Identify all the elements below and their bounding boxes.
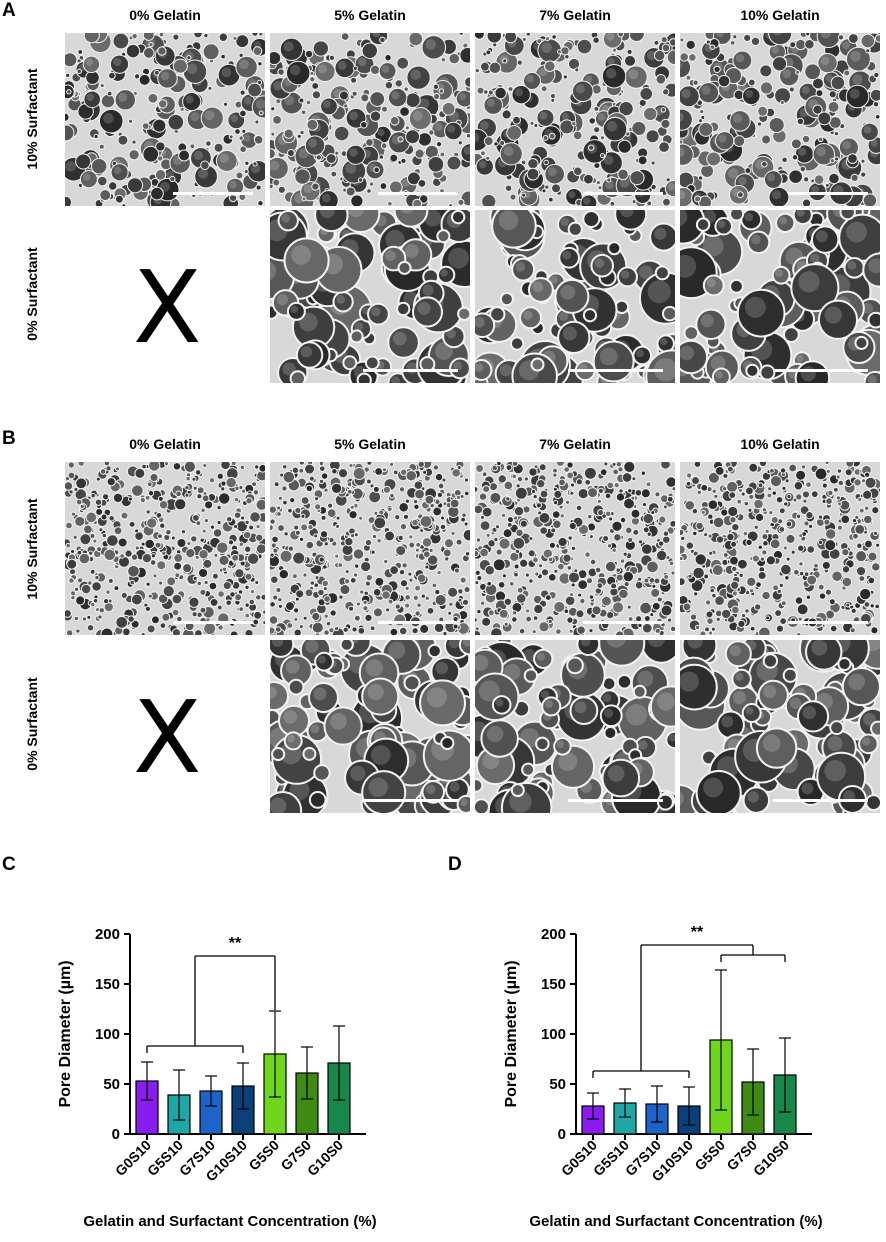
y-tick-label: 0 xyxy=(558,1126,566,1143)
x-axis-label: Gelatin and Surfactant Concentration (%) xyxy=(529,1213,822,1230)
column-header-10-gelatin: 10% Gelatin xyxy=(740,7,820,23)
sem-image-a-g10-s10 xyxy=(680,33,880,206)
column-header-7-gelatin: 7% Gelatin xyxy=(539,7,611,23)
column-header-10-gelatin-b: 10% Gelatin xyxy=(740,436,820,452)
chart-c: 0 50 100 150 200 Pore Diameter (µm) G0S10 G5S10… xyxy=(0,860,440,1237)
sem-image-b-g0-s10 xyxy=(65,462,265,635)
column-header-5-gelatin: 5% Gelatin xyxy=(334,7,406,23)
sem-image-a-g5-s10 xyxy=(270,33,470,206)
column-header-5-gelatin-b: 5% Gelatin xyxy=(334,436,406,452)
x-tick-label: G10S0 xyxy=(750,1137,792,1179)
sem-image-b-g7-s10 xyxy=(475,462,675,635)
y-axis-label: Pore Diameter (µm) xyxy=(503,960,520,1107)
x-tick-label: G10S0 xyxy=(304,1137,346,1179)
y-tick-label: 50 xyxy=(103,1076,120,1093)
row-header-10-surfactant: 10% Surfactant xyxy=(24,68,40,170)
sem-image-a-g0-s10 xyxy=(65,33,265,206)
y-tick-label: 0 xyxy=(112,1126,120,1143)
sem-image-b-g7-s0 xyxy=(475,640,675,813)
missing-sample-mark-a: X xyxy=(133,249,202,366)
sem-image-a-g7-s10 xyxy=(475,33,675,206)
sem-image-b-g5-s10 xyxy=(270,462,470,635)
column-header-0-gelatin-b: 0% Gelatin xyxy=(129,436,201,452)
x-axis-label: Gelatin and Surfactant Concentration (%) xyxy=(83,1213,376,1230)
sem-image-a-g10-s0 xyxy=(680,210,880,383)
missing-sample-mark-b: X xyxy=(133,679,202,796)
y-tick-label: 200 xyxy=(95,926,120,943)
y-axis-label: Pore Diameter (µm) xyxy=(57,960,74,1107)
y-tick-label: 150 xyxy=(541,976,566,993)
significance-label: ** xyxy=(229,935,242,952)
y-tick-label: 100 xyxy=(95,1026,120,1043)
sem-image-b-g10-s10 xyxy=(680,462,880,635)
row-header-10-surfactant-b: 10% Surfactant xyxy=(24,498,40,600)
row-header-0-surfactant: 0% Surfactant xyxy=(24,247,40,341)
sem-image-b-g5-s0 xyxy=(270,640,470,813)
panel-letter-c: C xyxy=(2,854,16,875)
column-header-7-gelatin-b: 7% Gelatin xyxy=(539,436,611,452)
x-tick-label: G5S0 xyxy=(691,1137,728,1174)
y-tick-label: 50 xyxy=(549,1076,566,1093)
y-tick-label: 150 xyxy=(95,976,120,993)
x-tick-label: G5S0 xyxy=(245,1137,282,1174)
y-tick-label: 200 xyxy=(541,926,566,943)
significance-label: ** xyxy=(691,924,704,941)
chart-d: 0 50 100 150 200 Pore Diameter (µm) G0S10 G5S10… xyxy=(446,860,886,1237)
sem-image-a-g7-s0 xyxy=(475,210,675,383)
column-header-0-gelatin: 0% Gelatin xyxy=(129,7,201,23)
panel-letter-b: B xyxy=(2,428,16,449)
row-header-0-surfactant-b: 0% Surfactant xyxy=(24,677,40,771)
sem-image-a-g5-s0 xyxy=(270,210,470,383)
y-tick-label: 100 xyxy=(541,1026,566,1043)
sem-image-b-g10-s0 xyxy=(680,640,880,813)
panel-letter-a: A xyxy=(2,0,16,21)
panel-letter-d: D xyxy=(448,854,462,875)
